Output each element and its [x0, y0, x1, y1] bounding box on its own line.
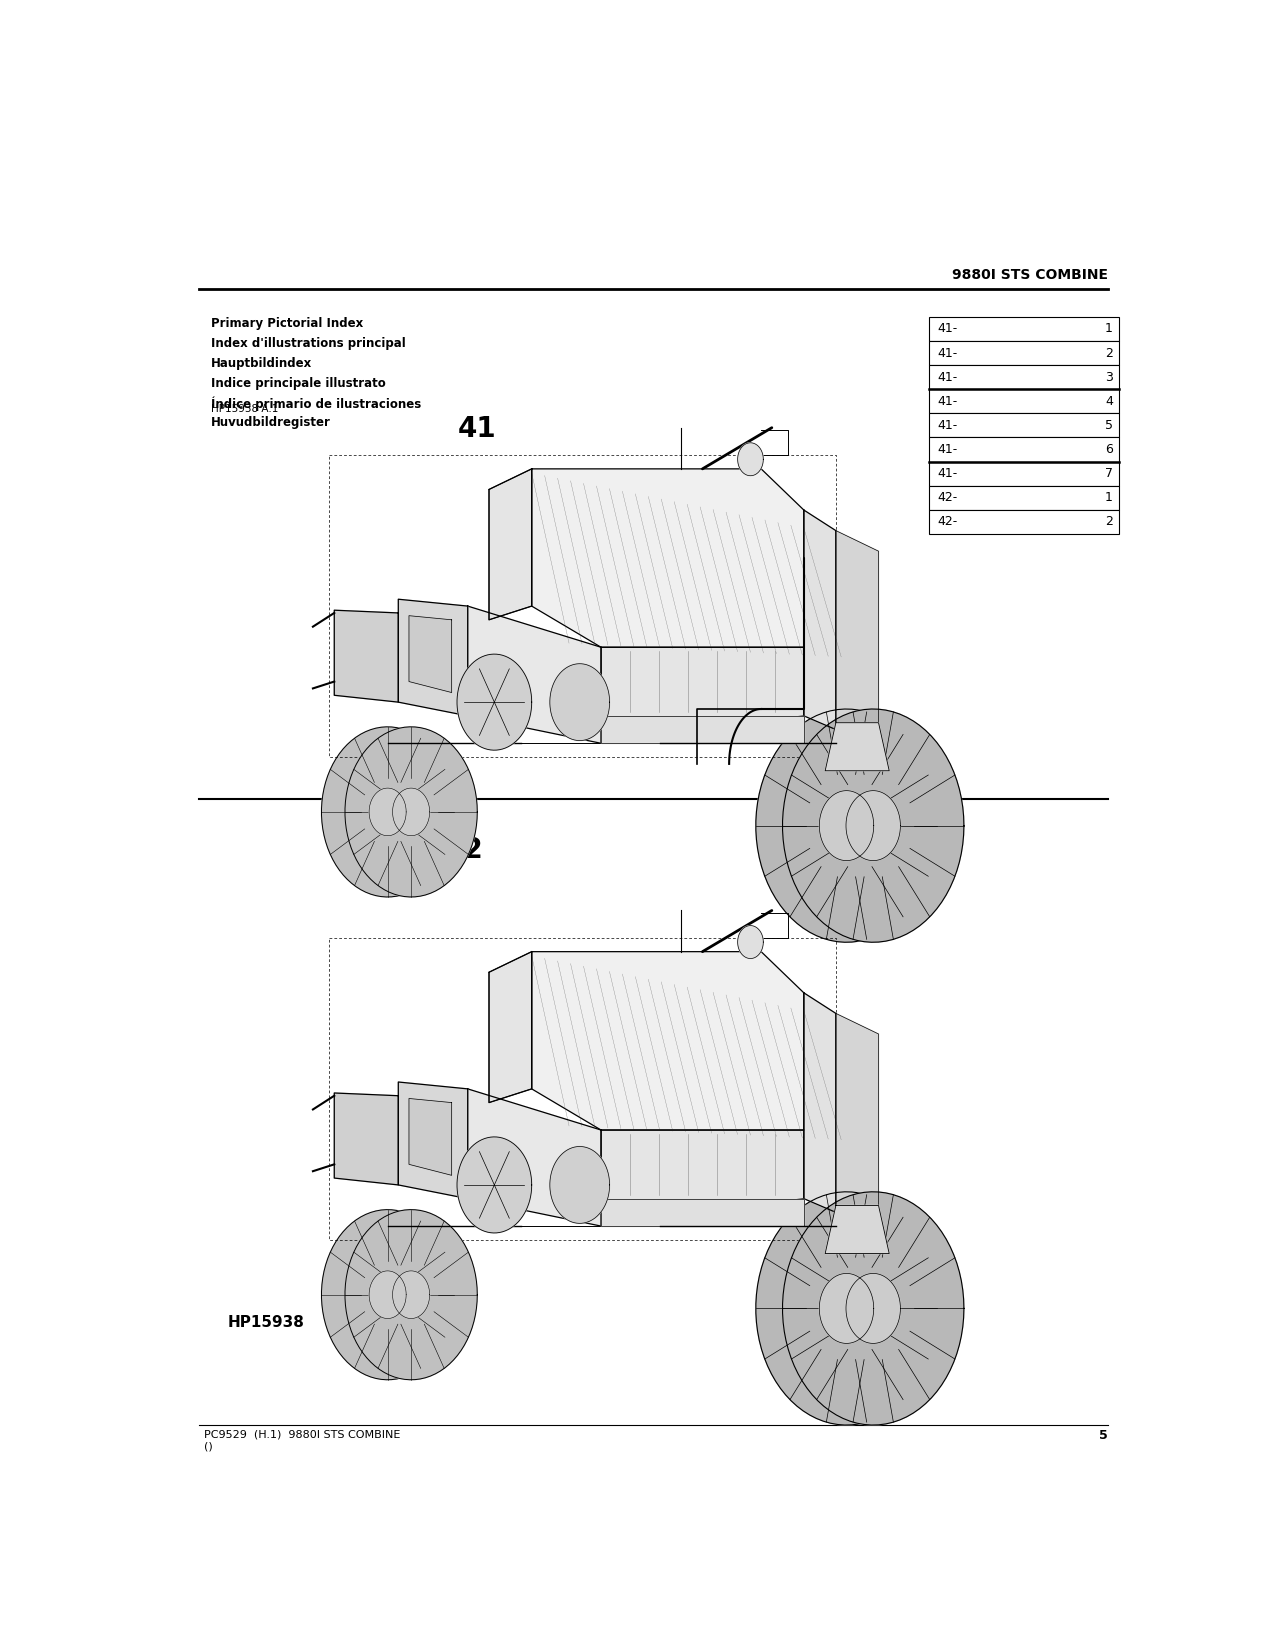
Text: 6: 6	[1105, 444, 1113, 455]
Polygon shape	[532, 952, 803, 1130]
Polygon shape	[370, 789, 407, 835]
Bar	[929, 510, 1119, 535]
Polygon shape	[490, 952, 532, 1102]
Polygon shape	[825, 723, 889, 771]
Bar	[929, 365, 1119, 389]
Polygon shape	[398, 599, 468, 716]
Polygon shape	[550, 663, 609, 741]
Text: HP15938: HP15938	[227, 1315, 305, 1330]
Polygon shape	[398, 1082, 468, 1198]
Polygon shape	[601, 716, 803, 742]
Polygon shape	[738, 926, 764, 959]
Polygon shape	[550, 1147, 609, 1223]
Bar	[929, 317, 1119, 342]
Polygon shape	[601, 1198, 803, 1226]
Polygon shape	[346, 1209, 477, 1379]
Text: Índice primario de ilustraciones: Índice primario de ilustraciones	[210, 396, 421, 411]
Text: Index d'illustrations principal: Index d'illustrations principal	[210, 337, 405, 350]
Polygon shape	[803, 993, 836, 1213]
Text: 41-: 41-	[937, 371, 958, 384]
Text: 5: 5	[1105, 419, 1113, 432]
Bar	[929, 485, 1119, 510]
Bar	[929, 437, 1119, 462]
Polygon shape	[836, 531, 878, 729]
Polygon shape	[490, 952, 532, 1102]
Text: Hauptbildindex: Hauptbildindex	[210, 356, 312, 370]
Polygon shape	[820, 1274, 873, 1343]
Text: 42: 42	[445, 837, 483, 863]
Polygon shape	[490, 469, 532, 620]
Text: Primary Pictorial Index: Primary Pictorial Index	[210, 317, 363, 330]
Bar	[929, 462, 1119, 485]
Polygon shape	[820, 790, 873, 861]
Text: 41-: 41-	[937, 394, 958, 408]
Text: 3: 3	[1105, 371, 1113, 384]
Bar	[929, 342, 1119, 365]
Text: 41-: 41-	[937, 467, 958, 480]
Text: Indice principale illustrato: Indice principale illustrato	[210, 376, 385, 389]
Polygon shape	[756, 710, 937, 942]
Polygon shape	[456, 1137, 532, 1233]
Text: PC9529  (H.1)  9880I STS COMBINE: PC9529 (H.1) 9880I STS COMBINE	[204, 1429, 400, 1439]
Text: 1: 1	[1105, 322, 1113, 335]
Text: 7: 7	[1105, 467, 1113, 480]
Polygon shape	[490, 469, 532, 620]
Polygon shape	[532, 469, 803, 647]
Text: HP15938 A.1: HP15938 A.1	[210, 404, 278, 414]
Polygon shape	[601, 1130, 803, 1226]
Bar	[929, 414, 1119, 437]
Polygon shape	[321, 1209, 454, 1379]
Polygon shape	[783, 1191, 964, 1426]
Text: 2: 2	[1105, 515, 1113, 528]
Polygon shape	[847, 1274, 900, 1343]
Polygon shape	[334, 610, 398, 703]
Polygon shape	[836, 1013, 878, 1213]
Polygon shape	[783, 710, 964, 942]
Text: 41-: 41-	[937, 346, 958, 360]
Polygon shape	[393, 1270, 430, 1318]
Polygon shape	[468, 606, 601, 742]
Text: 41: 41	[458, 416, 497, 444]
Text: Huvudbildregister: Huvudbildregister	[210, 416, 330, 429]
Bar	[929, 389, 1119, 414]
Text: 41-: 41-	[937, 419, 958, 432]
Text: (): ()	[204, 1442, 213, 1452]
Polygon shape	[346, 728, 477, 898]
Polygon shape	[847, 790, 900, 861]
Polygon shape	[825, 1206, 889, 1254]
Polygon shape	[321, 728, 454, 898]
Polygon shape	[601, 647, 803, 742]
Text: 42-: 42-	[937, 515, 958, 528]
Text: 41-: 41-	[937, 444, 958, 455]
Polygon shape	[334, 1092, 398, 1185]
Polygon shape	[456, 653, 532, 751]
Polygon shape	[803, 510, 836, 729]
Polygon shape	[468, 1089, 601, 1226]
Polygon shape	[393, 789, 430, 835]
Polygon shape	[756, 1191, 937, 1426]
Text: 42-: 42-	[937, 492, 958, 505]
Polygon shape	[409, 615, 451, 693]
Polygon shape	[409, 1099, 451, 1175]
Text: 41-: 41-	[937, 322, 958, 335]
Polygon shape	[738, 442, 764, 475]
Text: 9880I STS COMBINE: 9880I STS COMBINE	[952, 269, 1108, 282]
Text: 4: 4	[1105, 394, 1113, 408]
Text: 1: 1	[1105, 492, 1113, 505]
Text: 5: 5	[1099, 1429, 1108, 1442]
Text: 2: 2	[1105, 346, 1113, 360]
Polygon shape	[370, 1270, 407, 1318]
